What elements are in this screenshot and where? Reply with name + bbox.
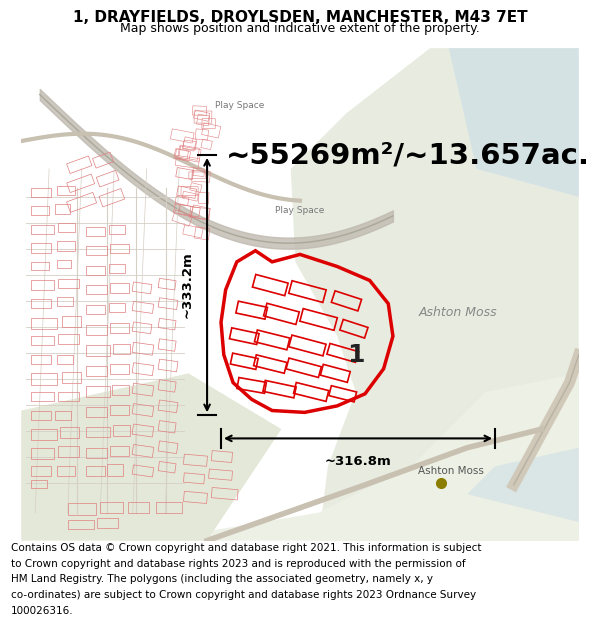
Text: ~333.2m: ~333.2m (181, 252, 194, 319)
Polygon shape (467, 448, 579, 522)
Text: Contains OS data © Crown copyright and database right 2021. This information is : Contains OS data © Crown copyright and d… (11, 543, 481, 553)
Text: Ashton Moss: Ashton Moss (419, 306, 497, 319)
Text: 1: 1 (347, 342, 365, 367)
Text: co-ordinates) are subject to Crown copyright and database rights 2023 Ordnance S: co-ordinates) are subject to Crown copyr… (11, 590, 476, 600)
Text: HM Land Registry. The polygons (including the associated geometry, namely x, y: HM Land Registry. The polygons (includin… (11, 574, 433, 584)
Polygon shape (449, 48, 579, 197)
Text: ~316.8m: ~316.8m (325, 455, 391, 468)
Text: Ashton Moss: Ashton Moss (418, 466, 484, 476)
Text: ~55269m²/~13.657ac.: ~55269m²/~13.657ac. (226, 141, 590, 169)
Text: Play Space: Play Space (215, 101, 264, 110)
Text: Play Space: Play Space (275, 206, 325, 215)
Polygon shape (21, 373, 579, 541)
Polygon shape (21, 373, 281, 541)
Text: Map shows position and indicative extent of the property.: Map shows position and indicative extent… (120, 22, 480, 34)
Text: 1, DRAYFIELDS, DROYLSDEN, MANCHESTER, M43 7ET: 1, DRAYFIELDS, DROYLSDEN, MANCHESTER, M4… (73, 9, 527, 24)
Text: 100026316.: 100026316. (11, 606, 73, 616)
Polygon shape (291, 48, 579, 541)
Text: to Crown copyright and database rights 2023 and is reproduced with the permissio: to Crown copyright and database rights 2… (11, 559, 466, 569)
